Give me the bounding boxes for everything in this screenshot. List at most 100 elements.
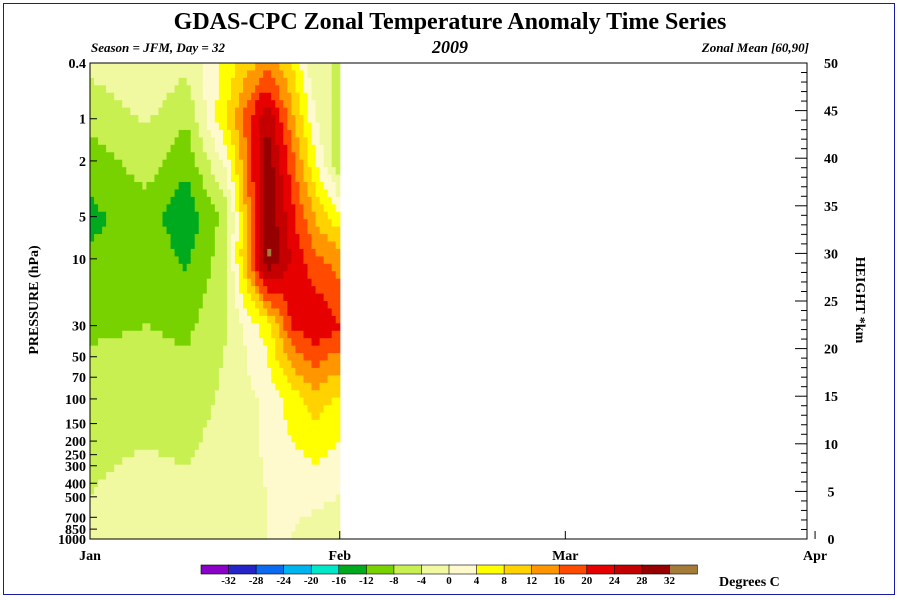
field-cell	[259, 323, 264, 332]
field-cell	[178, 479, 184, 488]
field-cell	[174, 286, 180, 295]
field-cell	[218, 77, 224, 86]
field-cell	[287, 174, 293, 183]
field-cell	[226, 420, 232, 429]
field-cell	[263, 122, 268, 131]
field-cell	[235, 464, 240, 473]
field-cell	[226, 397, 232, 406]
field-cell	[251, 412, 256, 421]
field-cell	[263, 77, 268, 86]
field-cell	[90, 144, 95, 153]
field-cell	[303, 353, 309, 362]
field-cell	[303, 301, 309, 310]
field-cell	[142, 412, 147, 421]
field-cell	[106, 152, 111, 161]
field-cell	[287, 70, 293, 79]
field-cell	[315, 486, 321, 495]
field-cell	[146, 509, 152, 518]
field-cell	[106, 129, 111, 138]
field-cell	[122, 360, 127, 369]
field-cell	[335, 263, 341, 272]
field-cell	[126, 353, 131, 362]
field-cell	[315, 211, 321, 220]
field-cell	[267, 137, 272, 146]
field-cell	[190, 211, 196, 220]
field-cell	[323, 196, 329, 205]
field-cell	[263, 345, 268, 354]
field-cell	[295, 256, 301, 265]
field-cell	[283, 63, 288, 72]
field-cell	[170, 241, 176, 250]
field-cell	[291, 494, 297, 503]
field-cell	[98, 293, 103, 302]
field-cell	[94, 457, 99, 466]
field-cell	[130, 137, 135, 146]
field-cell	[283, 323, 288, 332]
field-cell	[230, 442, 236, 451]
field-cell	[331, 315, 337, 324]
field-cell	[126, 189, 131, 198]
field-cell	[307, 248, 313, 257]
field-cell	[138, 308, 143, 317]
field-cell	[226, 174, 232, 183]
field-cell	[255, 70, 260, 79]
field-cell	[182, 137, 188, 146]
field-cell	[263, 226, 268, 235]
field-cell	[138, 63, 143, 72]
field-cell	[142, 509, 147, 518]
field-cell	[214, 516, 220, 525]
field-cell	[311, 115, 317, 124]
field-cell	[182, 293, 188, 302]
field-cell	[287, 219, 293, 228]
field-cell	[214, 241, 220, 250]
field-cell	[335, 353, 341, 362]
field-cell	[299, 367, 305, 376]
field-cell	[303, 115, 309, 124]
field-cell	[122, 167, 127, 176]
field-cell	[118, 330, 123, 339]
field-cell	[150, 323, 156, 332]
field-cell	[230, 330, 236, 339]
field-cell	[251, 367, 256, 376]
field-cell	[247, 330, 252, 339]
field-cell	[323, 152, 329, 161]
field-cell	[335, 182, 341, 191]
field-cell	[259, 271, 264, 280]
field-cell	[202, 308, 208, 317]
field-cell	[118, 524, 123, 533]
field-cell	[327, 152, 333, 161]
field-cell	[182, 524, 188, 533]
field-cell	[323, 70, 329, 79]
colorbar: -32 -28 -24 -20 -16 -12 -8 -4 0 4 8 12 16 20 24 28 32	[200, 564, 698, 587]
field-cell	[295, 144, 301, 153]
field-cell	[327, 189, 333, 198]
field-cell	[138, 479, 143, 488]
field-cell	[271, 464, 276, 473]
field-cell	[218, 516, 224, 525]
field-cell	[287, 63, 293, 72]
height-tick-label: 15	[824, 390, 838, 405]
field-cell	[283, 427, 288, 436]
field-cell	[206, 100, 212, 109]
field-cell	[271, 345, 276, 354]
field-cell	[335, 405, 341, 414]
field-cell	[102, 144, 107, 153]
field-cell	[182, 330, 188, 339]
field-cell	[218, 464, 224, 473]
field-cell	[178, 144, 184, 153]
field-cell	[142, 434, 147, 443]
field-cell	[122, 85, 127, 94]
field-cell	[279, 360, 284, 369]
field-cell	[255, 330, 260, 339]
field-cell	[142, 405, 147, 414]
field-cell	[226, 479, 232, 488]
colorbar-swatch	[614, 564, 643, 575]
field-cell	[311, 248, 317, 257]
field-cell	[271, 159, 276, 168]
field-cell	[251, 77, 256, 86]
field-cell	[114, 211, 119, 220]
field-cell	[214, 405, 220, 414]
field-cell	[214, 92, 220, 101]
field-cell	[210, 486, 216, 495]
field-cell	[182, 70, 188, 79]
